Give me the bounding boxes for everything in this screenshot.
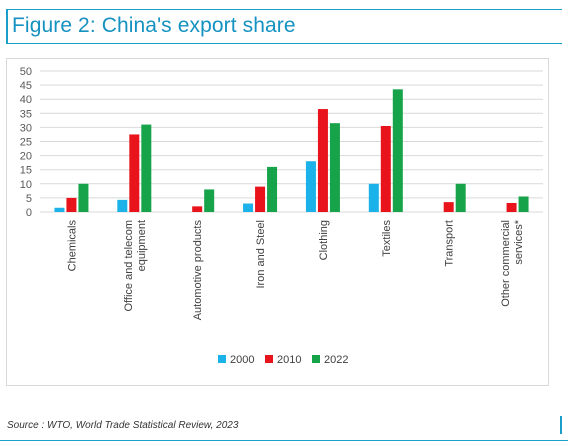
bar-2010 [192, 206, 203, 212]
bar-2010 [129, 134, 140, 212]
bar-2010 [506, 202, 517, 212]
x-category-label: Transport [444, 220, 456, 267]
y-tick-label: 15 [20, 165, 32, 177]
bar-2022 [392, 89, 403, 212]
legend-label: 2010 [277, 354, 301, 366]
y-tick-label: 5 [26, 193, 32, 205]
page-title: Figure 2: China's export share [12, 14, 296, 37]
bar-2000 [54, 207, 65, 212]
legend-swatch-2000 [218, 355, 226, 363]
x-category-label: Textiles [381, 220, 393, 257]
bar-2010 [255, 186, 266, 212]
bar-2010 [380, 125, 391, 212]
bar-2000 [305, 161, 316, 212]
legend-swatch-2022 [312, 355, 320, 363]
x-category-label: equipment [136, 220, 148, 271]
y-tick-label: 50 [20, 66, 32, 78]
chart-panel [6, 58, 549, 386]
y-tick-label: 35 [20, 108, 32, 120]
footer-rule [0, 440, 568, 441]
y-tick-label: 45 [20, 80, 32, 92]
bar-2022 [78, 183, 89, 212]
y-tick-label: 20 [20, 151, 32, 163]
bar-2022 [455, 183, 466, 212]
x-category-label: Office and telecom [123, 220, 135, 312]
bar-2010 [66, 197, 77, 212]
y-tick-label: 25 [20, 137, 32, 149]
x-category-label: Iron and Steel [255, 220, 267, 289]
bar-2000 [117, 199, 128, 212]
title-frame [6, 9, 562, 44]
y-tick-label: 10 [20, 179, 32, 191]
y-tick-label: 0 [26, 207, 32, 219]
bar-2022 [267, 166, 278, 212]
y-tick-label: 40 [20, 94, 32, 106]
x-category-label: services* [513, 219, 525, 264]
x-category-label: Other commercial [500, 220, 512, 307]
bar-2022 [329, 123, 340, 212]
footer-accent [560, 416, 562, 434]
bar-2022 [141, 124, 152, 212]
legend-swatch-2010 [265, 355, 273, 363]
bar-2010 [317, 109, 328, 212]
bar-2022 [204, 189, 215, 212]
source-note: Source : WTO, World Trade Statistical Re… [7, 420, 239, 431]
x-category-label: Automotive products [192, 220, 204, 321]
bar-2010 [443, 202, 454, 212]
bar-2022 [518, 196, 529, 212]
legend-label: 2022 [324, 354, 348, 366]
bar-2000 [368, 183, 379, 212]
x-category-label: Clothing [318, 220, 330, 260]
legend-label: 2000 [230, 354, 254, 366]
bar-2000 [243, 203, 254, 212]
x-category-label: Chemicals [66, 220, 78, 272]
y-tick-label: 30 [20, 122, 32, 134]
